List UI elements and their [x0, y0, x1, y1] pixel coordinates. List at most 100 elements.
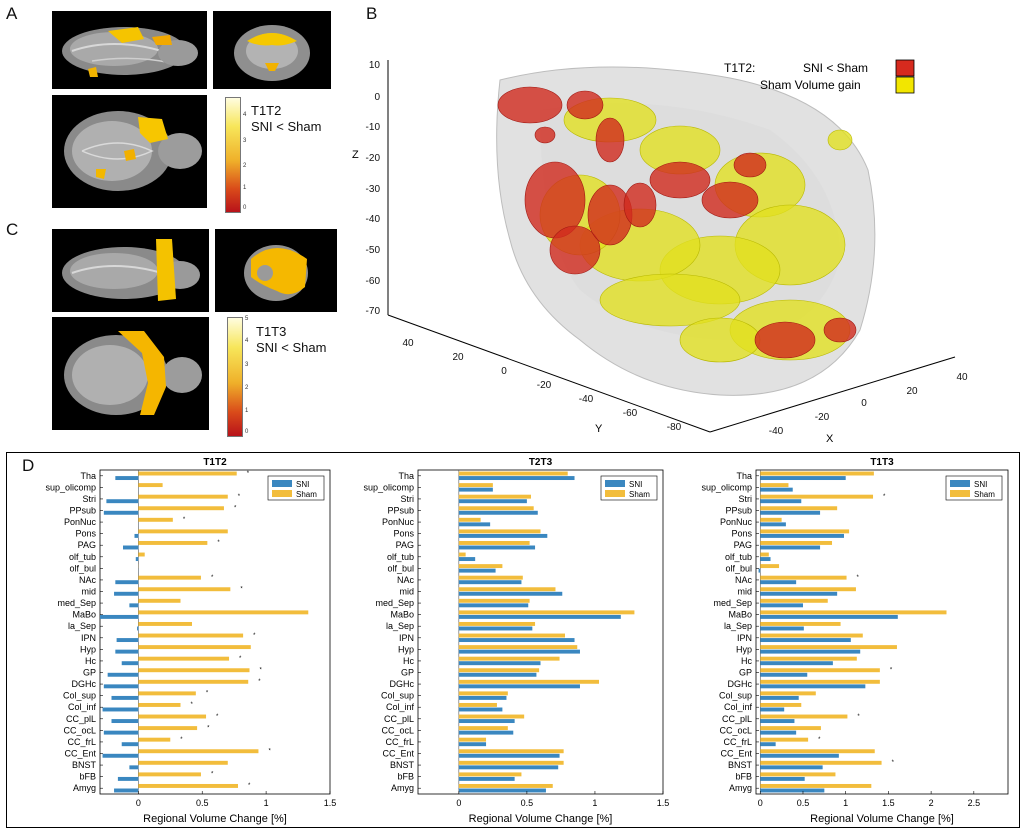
sham-bar: [138, 668, 250, 673]
x-tick: 0: [861, 398, 867, 409]
sham-bar: [760, 471, 874, 476]
sham-bar: [760, 564, 780, 569]
plot-frame: [417, 469, 664, 795]
legend-label: Sham: [296, 490, 317, 499]
sham-bar: [458, 772, 522, 777]
category-label: PPsub: [69, 506, 96, 516]
sham-bar: [458, 714, 525, 719]
category-label: sup_olicomp: [701, 482, 752, 492]
sham-bar: [138, 749, 259, 754]
z-tick: 0: [374, 92, 380, 103]
category-label: NAc: [397, 575, 415, 585]
sham-bar: [138, 610, 309, 615]
y-tick: 40: [402, 338, 414, 349]
category-label: CC_plL: [66, 714, 96, 724]
category-label: PAG: [734, 540, 752, 550]
panel-a-colorbar-title: T1T2: [251, 103, 282, 118]
panel-a-colorbar-tick: 3: [243, 138, 247, 144]
panel-a-axial-slice: [52, 95, 207, 208]
plot-frame: [755, 469, 1009, 795]
category-label: Stri: [83, 494, 97, 504]
sham-bar: [760, 726, 821, 731]
significance-marker: *: [892, 760, 895, 766]
sham-bar: [458, 668, 540, 673]
sni-bar: [458, 684, 580, 689]
sni-bar: [458, 661, 541, 666]
category-label: bFB: [735, 772, 752, 782]
z-tick: -40: [366, 214, 381, 225]
category-label: PonNuc: [64, 517, 97, 527]
sni-bar: [458, 788, 546, 793]
sni-bar: [458, 533, 548, 538]
panel-c-colorbar: [227, 317, 243, 437]
sham-bar: [458, 494, 531, 499]
x-tick-label: 1.5: [657, 798, 670, 808]
category-label: Amyg: [391, 783, 414, 793]
significance-marker: *: [818, 737, 821, 743]
sham-bar: [760, 656, 857, 661]
sham-bar: [138, 633, 244, 638]
sni-bar: [115, 476, 139, 481]
sni-bar: [760, 580, 797, 585]
category-label: DGHc: [728, 679, 753, 689]
z-tick: -70: [366, 306, 381, 317]
sni-bar: [760, 719, 795, 724]
legend-swatch: [950, 480, 970, 487]
sni-bar: [458, 753, 560, 758]
panel-b-legend-prefix: T1T2:: [724, 61, 755, 75]
panel-c-colorbar-title: T1T3: [256, 324, 287, 339]
category-label: CC_frL: [385, 737, 414, 747]
significance-marker: *: [206, 691, 209, 697]
z-tick: -30: [366, 184, 381, 195]
significance-marker: *: [857, 714, 860, 720]
sham-bar: [138, 783, 238, 788]
sni-bar: [106, 499, 139, 504]
category-label: Tha: [398, 471, 414, 481]
sham-bar: [458, 691, 508, 696]
sni-bar: [121, 661, 139, 666]
sham-bar: [138, 471, 237, 476]
sni-bar: [760, 649, 861, 654]
sni-bar: [102, 707, 139, 712]
panel-a-letter: A: [6, 4, 18, 23]
sham-bar: [138, 529, 228, 534]
sni-bar: [100, 614, 139, 619]
category-label: BNST: [72, 760, 97, 770]
sni-bar: [111, 719, 139, 724]
sni-bar: [458, 649, 580, 654]
x-axis-label: Regional Volume Change [%]: [469, 813, 613, 825]
sni-bar: [129, 603, 139, 608]
sham-bar: [458, 471, 568, 476]
z-tick: -10: [366, 122, 381, 133]
panel-c-colorbar-tick: 0: [245, 429, 249, 435]
panel-b-legend-swatch-sham: [895, 76, 915, 94]
sni-bar: [111, 695, 139, 700]
sni-bar: [458, 545, 536, 550]
y-tick: 20: [452, 352, 464, 363]
category-label: CC_ocL: [381, 725, 414, 735]
panel-c-colorbar-tick: 2: [245, 385, 249, 391]
sni-bar: [458, 742, 487, 747]
x-tick-label: 2: [929, 798, 934, 808]
sni-bar: [458, 522, 491, 527]
x-tick-label: 1.5: [882, 798, 895, 808]
category-label: Amyg: [729, 783, 752, 793]
category-label: la_Sep: [386, 621, 414, 631]
sham-bar: [760, 633, 863, 638]
z-tick: -20: [366, 153, 381, 164]
sham-bar: [760, 494, 874, 499]
x-axis-ticks: 40 20 0 -20 -40: [769, 372, 968, 437]
panel-c-colorbar-tick: 1: [245, 408, 249, 414]
significance-marker: *: [239, 656, 242, 662]
sham-bar: [458, 540, 530, 545]
sham-bar: [138, 621, 192, 626]
panel-a-colorbar-tick: 2: [243, 163, 247, 169]
category-label: la_Sep: [68, 621, 96, 631]
sham-bar: [138, 494, 228, 499]
sni-bar: [458, 695, 507, 700]
y-axis-ticks: 40 20 0 -20 -40 -60 -80: [402, 338, 681, 433]
significance-marker: *: [180, 737, 183, 743]
sni-bar: [135, 557, 139, 562]
sham-bar: [138, 726, 198, 731]
